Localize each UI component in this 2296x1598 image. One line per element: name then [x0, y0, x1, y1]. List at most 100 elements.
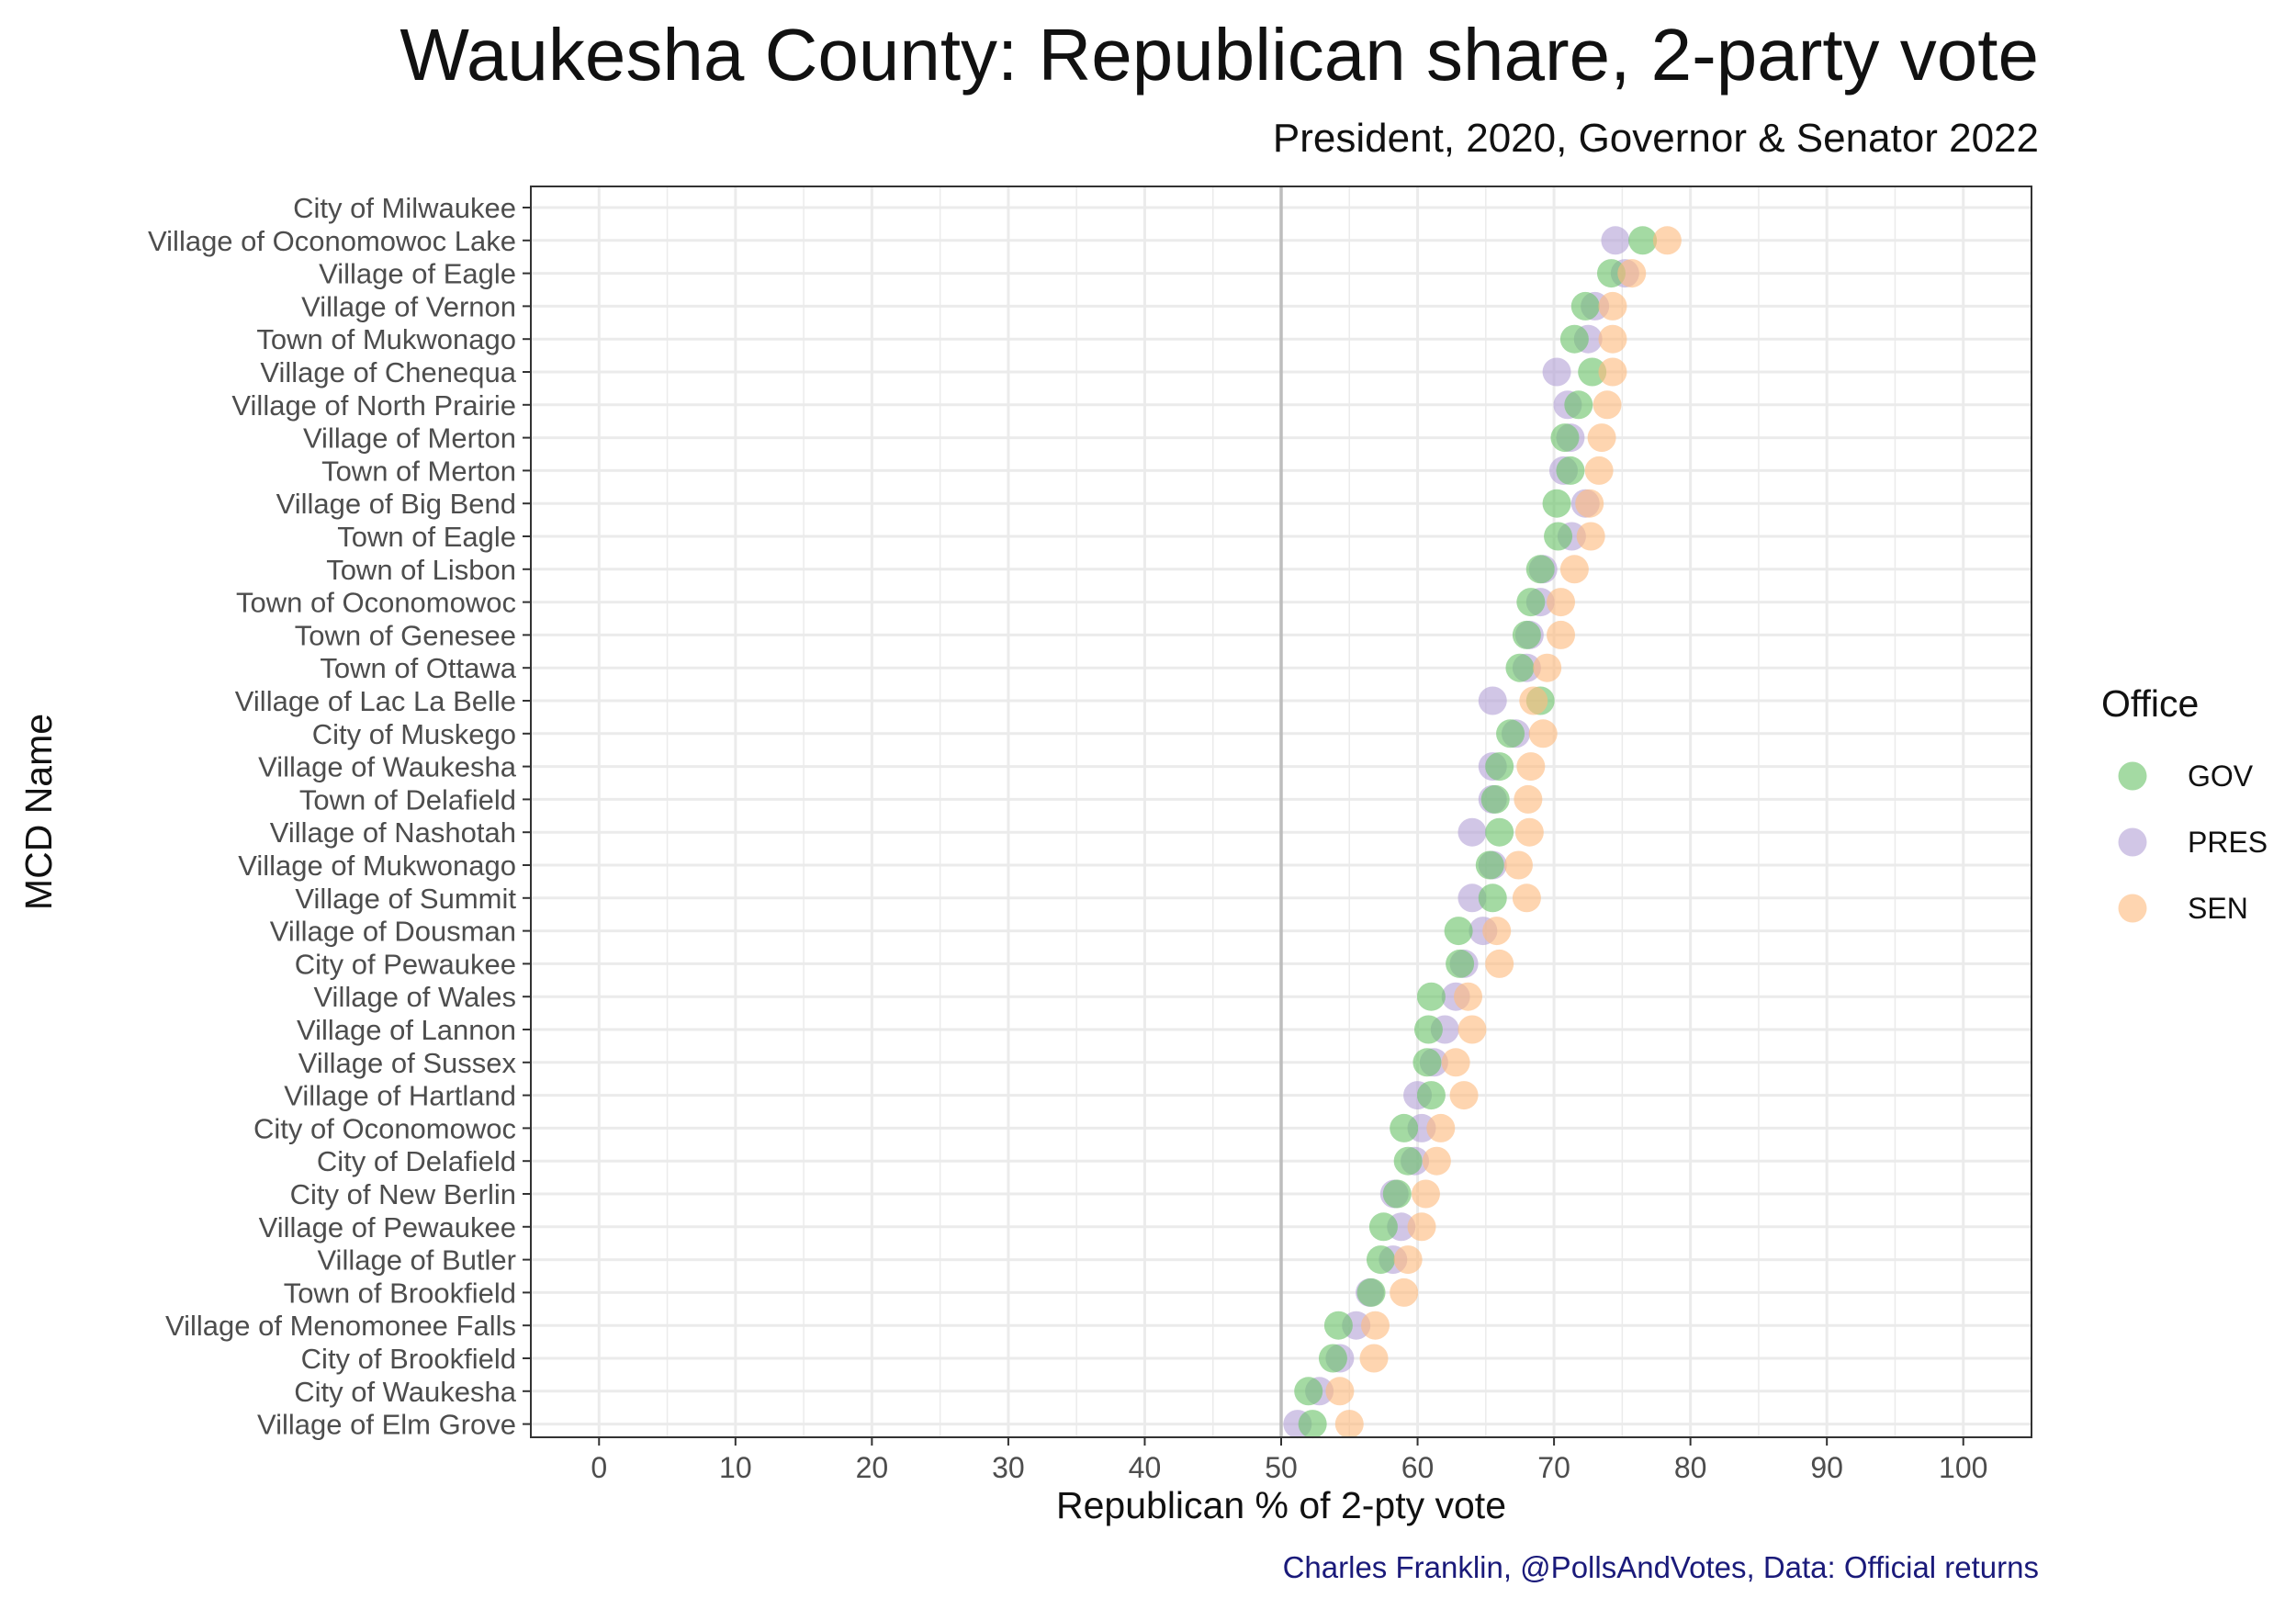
y-tick-label: Village of Vernon — [301, 290, 516, 322]
point-gov — [1298, 1410, 1327, 1439]
point-pres — [1478, 686, 1507, 715]
point-gov — [1382, 1179, 1412, 1209]
legend-key-sen — [2118, 894, 2147, 923]
y-tick-label: Village of Eagle — [319, 258, 516, 290]
y-tick-label: Village of North Prairie — [231, 389, 516, 422]
y-tick-label: Village of Oconomowoc Lake — [148, 225, 516, 257]
y-tick-label: City of Milwaukee — [293, 192, 516, 224]
point-gov — [1512, 620, 1541, 649]
point-gov — [1505, 653, 1535, 682]
legend-label-pres: PRES — [2188, 826, 2268, 859]
point-gov — [1485, 752, 1514, 782]
point-gov — [1318, 1344, 1347, 1373]
point-gov — [1564, 390, 1593, 420]
y-tick-label: Village of Wales — [313, 981, 516, 1013]
x-tick-label: 70 — [1537, 1451, 1570, 1484]
y-tick-label: Town of Ottawa — [320, 652, 516, 684]
point-sen — [1584, 456, 1614, 485]
point-sen — [1485, 949, 1514, 978]
point-sen — [1533, 653, 1562, 682]
point-sen — [1454, 982, 1483, 1011]
chart-subtitle: President, 2020, Governor & Senator 2022 — [1272, 116, 2039, 161]
point-sen — [1593, 390, 1622, 420]
x-axis-ticks: 0 10 20 30 40 50 60 70 80 90 100 — [591, 1437, 1987, 1484]
point-sen — [1512, 883, 1541, 913]
legend-items: GOV PRES SEN — [2118, 760, 2268, 925]
y-tick-label: Village of Summit — [295, 883, 516, 915]
point-gov — [1578, 357, 1607, 387]
point-pres — [1458, 817, 1487, 847]
y-tick-label: Village of Merton — [303, 422, 516, 455]
point-gov — [1480, 784, 1510, 814]
point-gov — [1496, 719, 1525, 748]
point-sen — [1598, 357, 1627, 387]
chart-caption: Charles Franklin, @PollsAndVotes, Data: … — [1282, 1550, 2039, 1584]
point-gov — [1475, 850, 1504, 880]
x-tick-label: 10 — [719, 1451, 752, 1484]
chart-title: Waukesha County: Republican share, 2-par… — [400, 14, 2039, 96]
point-gov — [1413, 1015, 1443, 1044]
y-tick-label: Village of Butler — [317, 1244, 516, 1277]
point-pres — [1458, 883, 1487, 913]
point-gov — [1446, 949, 1475, 978]
y-tick-label: City of Pewaukee — [295, 948, 516, 980]
point-gov — [1542, 489, 1571, 518]
y-tick-label: Village of Big Bend — [276, 488, 516, 520]
point-gov — [1544, 522, 1573, 551]
y-tick-label: City of Muskego — [312, 718, 516, 750]
y-tick-label: City of Oconomowoc — [253, 1112, 516, 1144]
x-tick-label: 80 — [1674, 1451, 1707, 1484]
point-gov — [1294, 1377, 1323, 1406]
y-tick-label: Village of Chenequa — [260, 356, 516, 388]
y-tick-label: Village of Dousman — [270, 916, 516, 948]
y-tick-label: Village of Lannon — [297, 1014, 516, 1046]
point-sen — [1598, 291, 1627, 321]
legend-label-sen: SEN — [2188, 892, 2248, 925]
point-gov — [1570, 291, 1600, 321]
point-sen — [1334, 1410, 1364, 1439]
y-tick-label: City of Delafield — [317, 1145, 516, 1177]
x-tick-label: 20 — [856, 1451, 889, 1484]
point-sen — [1407, 1212, 1436, 1242]
y-tick-label: Village of Pewaukee — [259, 1211, 516, 1244]
point-sen — [1449, 1081, 1479, 1110]
point-sen — [1528, 719, 1558, 748]
point-gov — [1416, 982, 1446, 1011]
point-sen — [1514, 817, 1544, 847]
point-gov — [1516, 588, 1546, 617]
y-tick-label: Village of Elm Grove — [257, 1409, 516, 1441]
y-tick-label: Town of Merton — [321, 455, 516, 487]
x-tick-label: 90 — [1810, 1451, 1843, 1484]
point-sen — [1359, 1344, 1389, 1373]
point-gov — [1366, 1245, 1395, 1275]
point-sen — [1516, 752, 1546, 782]
point-gov — [1596, 259, 1626, 288]
point-sen — [1598, 324, 1627, 354]
y-tick-label: City of New Berlin — [290, 1178, 516, 1210]
y-tick-label: Village of Nashotah — [270, 816, 516, 849]
point-gov — [1525, 555, 1555, 584]
y-tick-label: Village of Waukesha — [258, 751, 517, 783]
point-gov — [1559, 324, 1589, 354]
x-tick-label: 40 — [1129, 1451, 1162, 1484]
point-gov — [1444, 917, 1473, 946]
y-tick-label: Town of Delafield — [299, 783, 516, 816]
point-gov — [1628, 226, 1658, 255]
point-sen — [1411, 1179, 1440, 1209]
y-tick-label: City of Waukesha — [294, 1376, 517, 1408]
y-tick-label: Town of Mukwonago — [256, 323, 516, 355]
point-sen — [1575, 489, 1604, 518]
point-sen — [1441, 1048, 1470, 1077]
point-sen — [1422, 1146, 1451, 1176]
x-tick-label: 50 — [1265, 1451, 1298, 1484]
y-tick-label: Town of Genesee — [295, 619, 516, 651]
point-sen — [1559, 555, 1589, 584]
x-axis-label: Republican % of 2-pty vote — [1056, 1484, 1506, 1526]
point-sen — [1360, 1311, 1390, 1340]
point-gov — [1556, 456, 1585, 485]
x-tick-label: 60 — [1401, 1451, 1435, 1484]
y-tick-label: Village of Mukwonago — [238, 850, 516, 882]
y-tick-label: Village of Lac La Belle — [235, 685, 516, 717]
